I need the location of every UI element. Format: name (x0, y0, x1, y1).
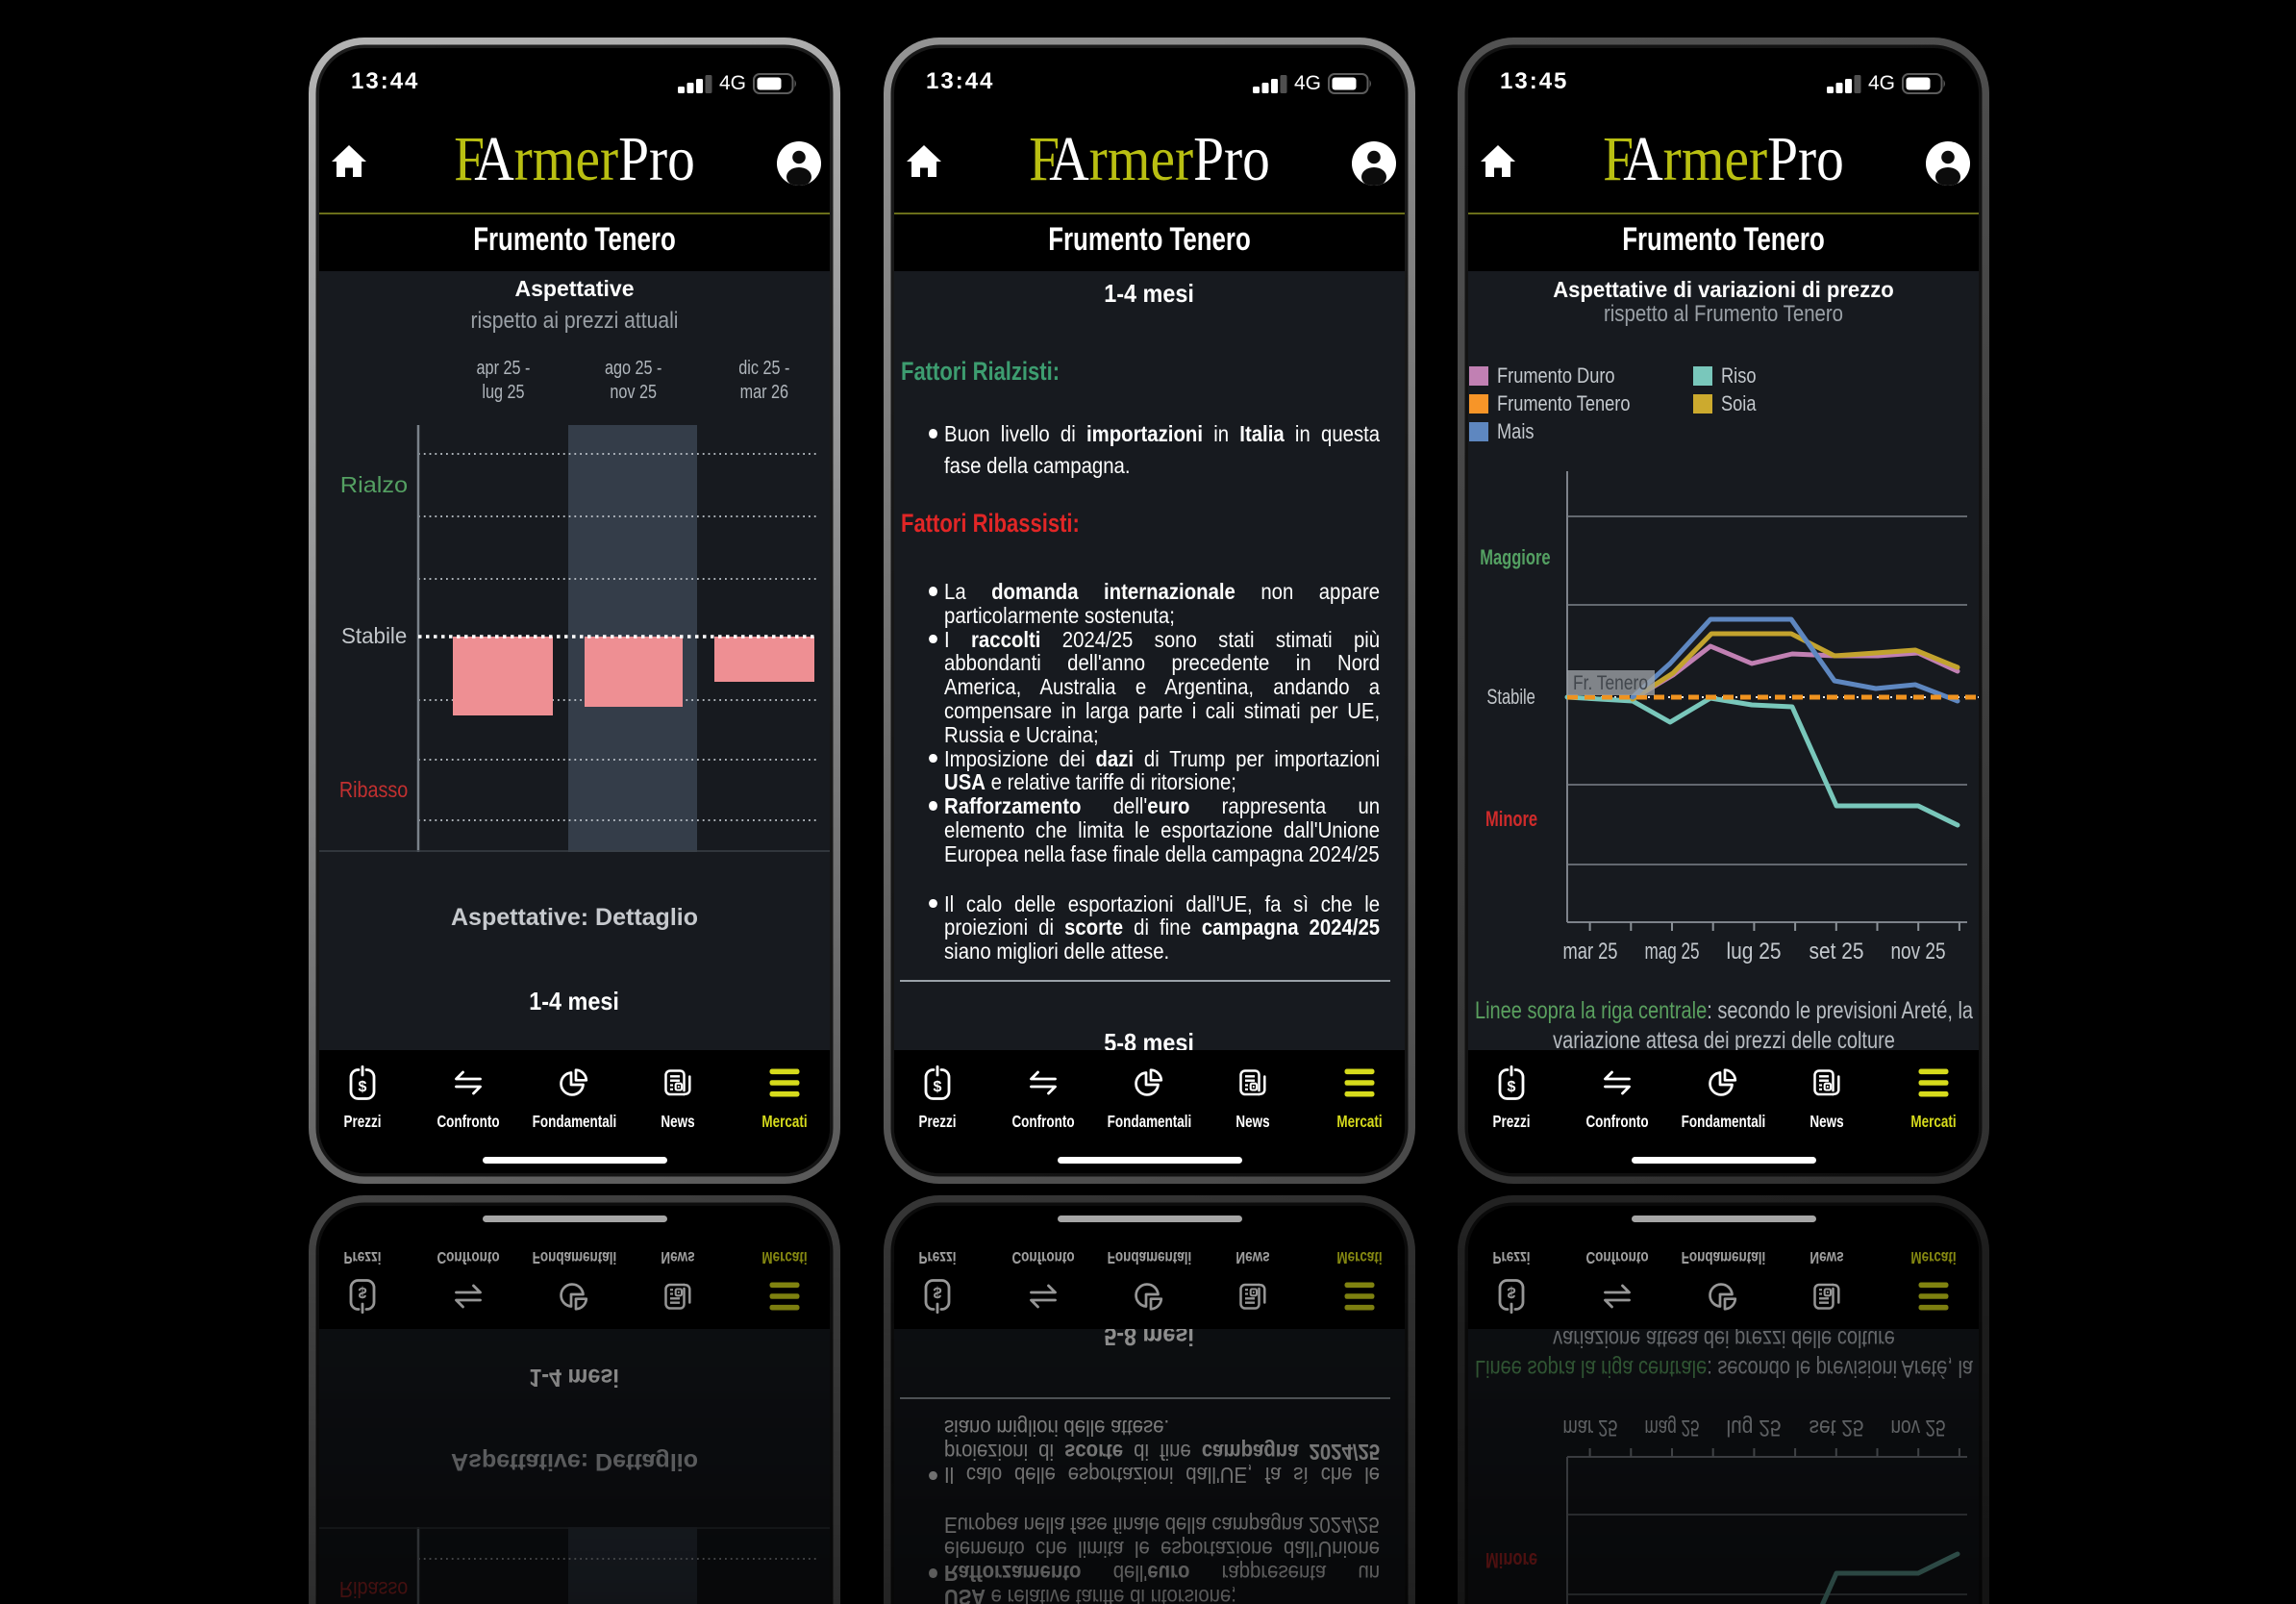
svg-text:mag 25: mag 25 (1645, 1415, 1700, 1441)
svg-text:nov 25: nov 25 (1891, 939, 1946, 965)
svg-text:set 25: set 25 (1809, 939, 1864, 965)
svg-text:set 25: set 25 (1809, 1415, 1864, 1441)
svg-text:$: $ (934, 1284, 942, 1300)
svg-text:$: $ (934, 1079, 942, 1095)
svg-text:Fr. Tenero: Fr. Tenero (1573, 672, 1648, 694)
svg-text:$: $ (359, 1079, 367, 1095)
svg-text:nov 25: nov 25 (1891, 1415, 1946, 1441)
svg-text:mar 25: mar 25 (1563, 939, 1618, 965)
svg-text:mar 25: mar 25 (1563, 1415, 1618, 1441)
svg-text:lug 25: lug 25 (1727, 939, 1782, 965)
svg-text:$: $ (1508, 1079, 1516, 1095)
svg-text:mag 25: mag 25 (1645, 939, 1700, 965)
svg-text:$: $ (1508, 1284, 1516, 1300)
svg-text:lug 25: lug 25 (1727, 1415, 1782, 1441)
svg-text:$: $ (359, 1284, 367, 1300)
